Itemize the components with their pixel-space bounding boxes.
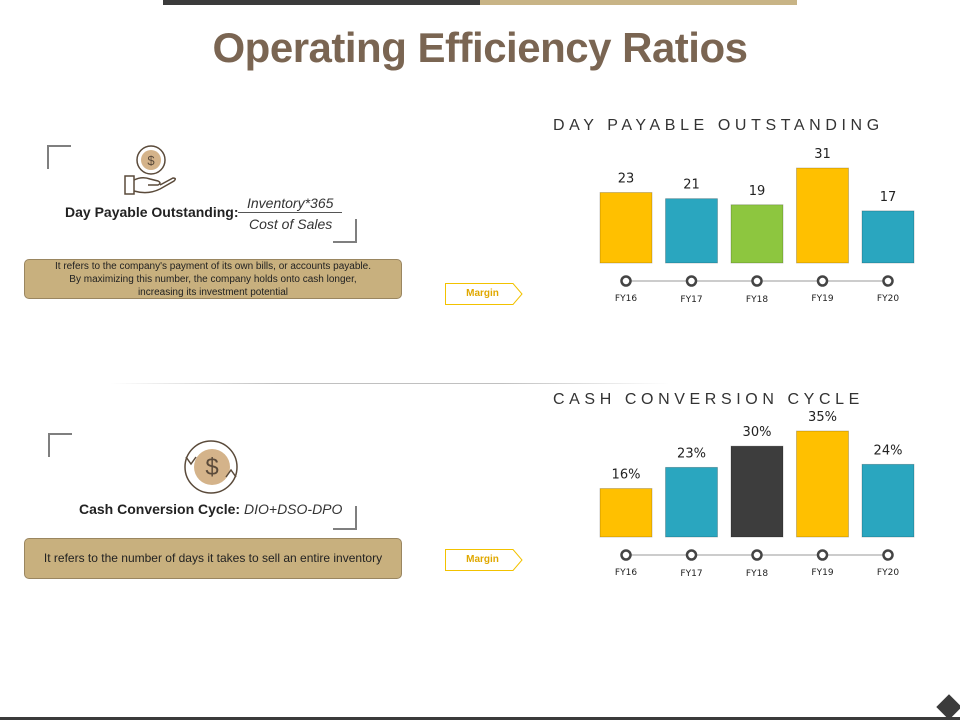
dpo-formula-label: Day Payable Outstanding:	[65, 204, 239, 220]
tag-outline	[445, 283, 523, 305]
dpo-description-line: It refers to the company's payment of it…	[55, 260, 371, 272]
tick-label: FY17	[680, 295, 702, 305]
tick-label: FY20	[877, 568, 899, 578]
axis-marker	[751, 275, 763, 287]
ccc-description: It refers to the number of days it takes…	[24, 538, 402, 579]
bar	[861, 210, 915, 264]
tick-label: FY16	[615, 294, 637, 304]
margin-label: Margin	[466, 554, 499, 565]
axis-marker	[816, 549, 829, 561]
tick-label: FY19	[811, 294, 833, 304]
ccc-formula: DIO+DSO-DPO	[244, 501, 343, 517]
margin-label: Margin	[466, 288, 499, 299]
data-label: 23	[618, 172, 635, 187]
dpo-bar-chart: 23 FY16 21 FY17 19 FY18 31 FY19 17 FY20	[599, 147, 915, 305]
tick-label: FY17	[680, 569, 702, 579]
data-label: 23%	[677, 446, 706, 461]
bar	[730, 204, 784, 264]
axis-marker	[685, 275, 698, 287]
dpo-description-line: increasing its investment potential	[137, 286, 289, 298]
cycle-dollar-icon: $	[184, 440, 238, 494]
top-accent-bar-dark	[163, 0, 480, 5]
bar	[796, 430, 849, 538]
data-label: 30%	[743, 425, 772, 440]
svg-text:$: $	[205, 454, 218, 481]
dpo-description-line: By maximizing this number, the company h…	[69, 273, 357, 285]
data-label: 35%	[808, 410, 837, 425]
data-label: 21	[683, 178, 700, 193]
bar	[665, 198, 718, 264]
ccc-formula-label: Cash Conversion Cycle:	[79, 501, 241, 517]
chart-title-ccc: CASH CONVERSION CYCLE	[553, 391, 864, 408]
data-label: 16%	[612, 468, 641, 483]
tick-label: FY18	[746, 569, 768, 579]
axis-marker	[620, 275, 632, 287]
top-accent-bar-tan	[480, 0, 797, 5]
axis-marker	[751, 549, 763, 561]
tick-label: FY19	[811, 568, 833, 578]
bar	[599, 192, 653, 264]
data-label: 31	[814, 147, 831, 162]
axis-marker	[882, 275, 894, 287]
data-label: 17	[880, 190, 897, 205]
dpo-numerator: Inventory*365	[247, 195, 334, 211]
bar	[796, 167, 849, 264]
axis-marker	[620, 549, 632, 561]
corner-bracket	[48, 433, 72, 457]
fraction-line	[238, 212, 342, 213]
tick-label: FY20	[877, 294, 899, 304]
dpo-denominator: Cost of Sales	[249, 216, 333, 232]
tag-outline	[445, 549, 523, 571]
ccc-bar-chart: 16% FY16 23% FY17 30% FY18 35% FY19 24% FY20	[599, 410, 915, 579]
footer-bar	[0, 717, 960, 720]
ccc-margin-tag[interactable]: Margin	[445, 549, 523, 571]
tick-label: FY18	[746, 295, 768, 305]
axis-marker	[685, 549, 698, 561]
section-divider	[110, 383, 670, 384]
page-title: Operating Efficiency Ratios	[212, 24, 748, 71]
footer-diamond	[936, 694, 960, 720]
bar	[665, 466, 718, 538]
axis-marker	[816, 275, 829, 287]
bar	[599, 488, 653, 538]
axis-marker	[882, 549, 894, 561]
corner-bracket	[47, 145, 71, 169]
hand-dollar-icon: $	[124, 145, 177, 195]
chart-title-dpo: DAY PAYABLE OUTSTANDING	[553, 117, 884, 134]
dpo-description: It refers to the company's payment of it…	[24, 259, 402, 299]
bar	[730, 445, 784, 538]
data-label: 19	[749, 184, 766, 199]
data-label: 24%	[874, 443, 903, 458]
dpo-margin-tag[interactable]: Margin	[445, 283, 523, 305]
svg-text:$: $	[147, 153, 155, 168]
corner-bracket	[333, 219, 357, 243]
tick-label: FY16	[615, 568, 637, 578]
corner-bracket	[333, 506, 357, 530]
bar	[861, 463, 915, 538]
